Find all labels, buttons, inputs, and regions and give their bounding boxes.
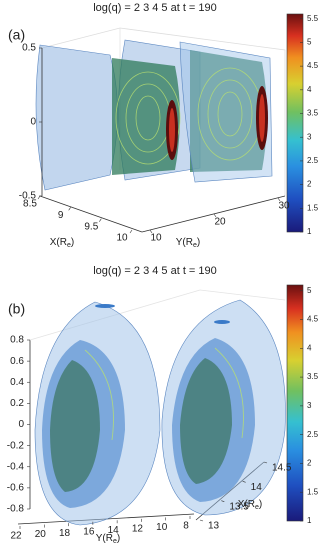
axis-tick-label: 20 bbox=[35, 529, 47, 540]
axis-label-part: Y(R bbox=[96, 533, 113, 544]
axis-tick-label: 0 bbox=[18, 419, 24, 430]
colorbar bbox=[286, 284, 304, 522]
axis-tick-label: 10 bbox=[156, 522, 168, 533]
colorbar-tick-label: 4 bbox=[307, 85, 312, 94]
colorbar-tick-label: 3 bbox=[307, 132, 312, 141]
axis-tick-label: 0 bbox=[30, 117, 36, 128]
axis-tick-label: -0.2 bbox=[7, 440, 25, 451]
colorbar-tick-label: 2.5 bbox=[307, 430, 319, 439]
axis-tick-label: 9 bbox=[58, 210, 64, 221]
axis-tick-label: 12 bbox=[132, 523, 144, 534]
axis-tick-label: 18 bbox=[59, 528, 71, 539]
axis-label-part: ) bbox=[117, 533, 120, 544]
panel-title: log(q) = 2 3 4 5 at t = 190 bbox=[93, 2, 217, 14]
axis-tick-label: 9.5 bbox=[84, 221, 98, 232]
axis-tick-label: 14.5 bbox=[272, 463, 292, 474]
axis-tick bbox=[129, 229, 133, 234]
axis-label: X(Re) bbox=[50, 237, 74, 250]
axis-tick-label: 22 bbox=[10, 531, 22, 542]
colorbar-tick-label: 2 bbox=[307, 459, 312, 468]
colorbar-tick-label: 5.5 bbox=[307, 14, 319, 23]
axis-tick-label: 30 bbox=[278, 201, 290, 212]
axis-tick-label: 0.5 bbox=[22, 43, 36, 54]
axis-tick-label: -0.6 bbox=[7, 483, 25, 494]
axis-label-part: X(R bbox=[238, 499, 255, 510]
colorbar-tick-label: 2.5 bbox=[307, 156, 319, 165]
colorbar-tick-label: 2 bbox=[307, 180, 312, 189]
colorbar-tick-label: 3.5 bbox=[307, 109, 319, 118]
axis-label-part: Y(R bbox=[176, 237, 193, 248]
axis-tick bbox=[263, 461, 268, 464]
colorbar-tick-label: 4 bbox=[307, 343, 312, 352]
axis-label: X(Re) bbox=[238, 499, 262, 512]
axis-tick-label: -0.8 bbox=[7, 504, 25, 515]
axis-tick-label: 14 bbox=[108, 525, 120, 536]
axis-label-part: e bbox=[67, 242, 71, 249]
axis-tick-label: -0.4 bbox=[7, 461, 25, 472]
axis-tick-label: 14 bbox=[251, 482, 263, 493]
axis-label-part: ) bbox=[259, 499, 262, 510]
panel-a-surfaces bbox=[35, 27, 286, 233]
axis-tick-label: 8.5 bbox=[23, 199, 37, 210]
axis-label-part: e bbox=[113, 538, 117, 544]
axis-tick-label: 20 bbox=[214, 217, 226, 228]
colorbar-tick-label: 1 bbox=[307, 227, 312, 236]
axis-tick bbox=[199, 519, 204, 522]
colorbar-tick-label: 5 bbox=[307, 38, 312, 47]
axis-tick-label: 0.2 bbox=[10, 398, 24, 409]
axis-tick bbox=[221, 500, 225, 502]
axis-label-part: ) bbox=[71, 237, 74, 248]
axis-label: Y(Re) bbox=[96, 533, 120, 544]
axis-tick-label: 10 bbox=[116, 233, 128, 244]
axis-tick bbox=[68, 207, 71, 211]
colorbar-tick-label: 1.5 bbox=[307, 203, 319, 212]
axis-tick bbox=[213, 213, 217, 218]
axis-label-part: ) bbox=[197, 237, 200, 248]
panel-title: log(q) = 2 3 4 5 at t = 190 bbox=[93, 265, 217, 277]
axis-label: Y(Re) bbox=[176, 237, 200, 250]
colorbar-tick-label: 1.5 bbox=[307, 487, 319, 496]
axis-tick-label: 13.5 bbox=[229, 501, 249, 512]
axis-tick bbox=[99, 218, 102, 222]
axis-tick-label: 0.6 bbox=[10, 356, 24, 367]
colorbar-tick-label: 3.5 bbox=[307, 372, 319, 381]
axis-tick-label: 0.4 bbox=[10, 377, 24, 388]
axis-tick bbox=[37, 195, 41, 200]
axis-tick-label: 13 bbox=[208, 521, 220, 532]
panel-b-surfaces bbox=[17, 289, 286, 526]
axis-tick-label: 10 bbox=[150, 233, 162, 244]
axis-tick-label: -0.5 bbox=[19, 191, 37, 202]
colorbar-tick-label: 4.5 bbox=[307, 315, 319, 324]
axis-tick-label: 0.8 bbox=[10, 335, 24, 346]
colorbar-tick-label: 3 bbox=[307, 401, 312, 410]
panel-label: (b) bbox=[8, 301, 25, 317]
colorbar bbox=[286, 13, 304, 233]
colorbar-tick-label: 4.5 bbox=[307, 61, 319, 70]
colorbar-tick-label: 5 bbox=[307, 286, 312, 295]
colorbar-tick-label: 1 bbox=[307, 516, 312, 525]
axis-label-part: e bbox=[255, 504, 259, 511]
axis-tick-label: 8 bbox=[183, 521, 189, 532]
axis-label-part: X(R bbox=[50, 237, 67, 248]
axis-label-part: e bbox=[193, 242, 197, 249]
axis-tick bbox=[242, 481, 246, 483]
panel-label: (a) bbox=[8, 27, 25, 43]
axis-tick-label: 16 bbox=[83, 526, 95, 537]
axis-tick bbox=[149, 229, 153, 234]
axis-tick bbox=[277, 197, 281, 202]
